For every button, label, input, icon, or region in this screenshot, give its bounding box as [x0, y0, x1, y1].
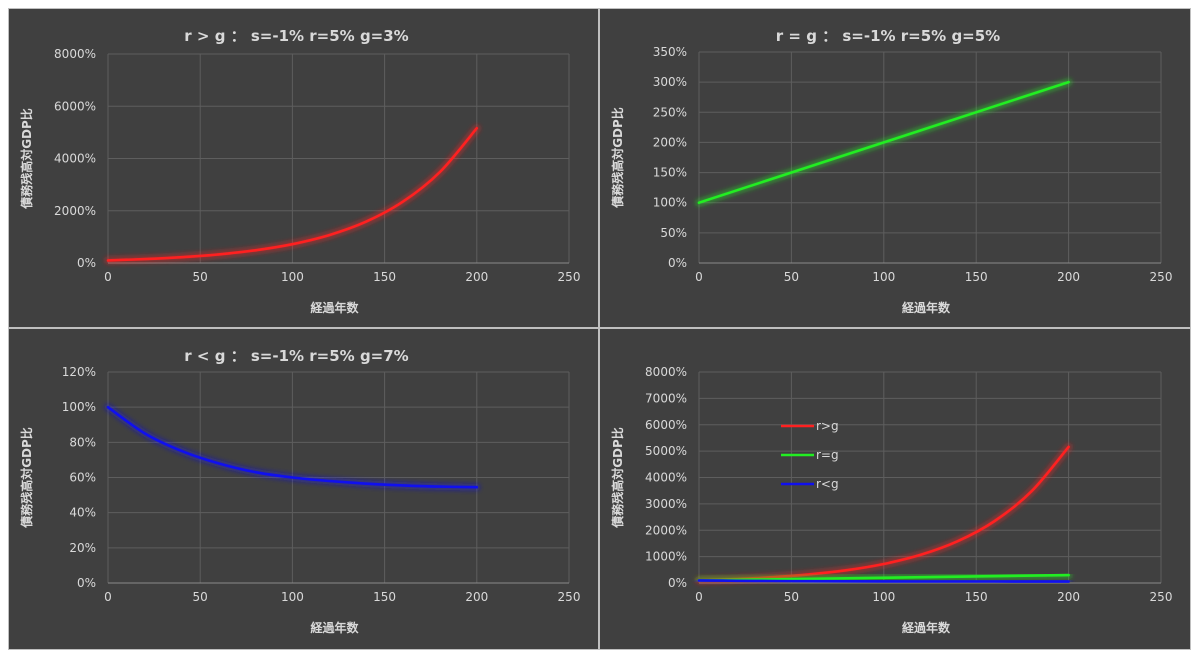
x-tick-label: 250: [558, 270, 581, 284]
x-tick-label: 150: [373, 590, 396, 604]
series-line: [104, 124, 481, 264]
x-tick-label: 250: [1150, 590, 1173, 604]
y-tick-label: 0%: [668, 256, 687, 270]
series-path: [106, 126, 479, 262]
y-axis-label: 債務残高対GDP比: [610, 427, 625, 529]
x-tick-label: 150: [965, 270, 988, 284]
chart-panel-r-less-g: 0 50 100 150 200 250 0% 20% 40% 60% 80% 100% 120% r <…: [8, 328, 599, 650]
y-tick-label: 0%: [668, 576, 687, 590]
y-tick-label: 0%: [77, 576, 96, 590]
legend-label: r=g: [816, 448, 839, 462]
legend-label: r<g: [816, 477, 839, 491]
x-axis-label: 経過年数: [902, 300, 951, 315]
y-axis-label: 債務残高対GDP比: [610, 107, 625, 209]
legend-label: r>g: [816, 419, 839, 433]
x-tick-label: 0: [104, 270, 112, 284]
y-tick-label: 6000%: [54, 99, 96, 113]
x-tick-label: 200: [465, 590, 488, 604]
chart-svg: 0 50 100 150 200 250 0% 2000% 4000% 6000% 8000% r >…: [19, 27, 581, 315]
x-tick-label: 50: [784, 590, 799, 604]
y-tick-label: 4000%: [645, 471, 687, 485]
x-axis-label: 経過年数: [902, 620, 951, 635]
y-tick-label: 350%: [653, 45, 687, 59]
y-tick-label: 250%: [653, 105, 687, 119]
y-tick-label: 80%: [69, 435, 96, 449]
y-tick-label: 100%: [653, 196, 687, 210]
y-tick-label: 60%: [69, 471, 96, 485]
x-tick-label: 200: [1057, 270, 1080, 284]
y-tick-label: 40%: [69, 506, 96, 520]
y-tick-label: 20%: [69, 541, 96, 555]
chart-panel-r-equal-g: 0 50 100 150 200 250 0% 50% 100% 150% 200% 250% 300%…: [599, 8, 1191, 328]
x-tick-label: 200: [465, 270, 488, 284]
x-tick-label: 50: [193, 270, 208, 284]
y-tick-label: 8000%: [54, 47, 96, 61]
y-tick-label: 150%: [653, 166, 687, 180]
x-tick-label: 100: [872, 270, 895, 284]
x-tick-label: 150: [965, 590, 988, 604]
y-tick-label: 1000%: [645, 550, 687, 564]
x-tick-label: 200: [1057, 590, 1080, 604]
x-tick-label: 250: [1150, 270, 1173, 284]
y-tick-label: 300%: [653, 75, 687, 89]
y-tick-label: 2000%: [645, 523, 687, 537]
x-tick-label: 250: [558, 590, 581, 604]
x-tick-label: 0: [695, 590, 703, 604]
chart-panel-combined: 0 50 100 150 200 250 0% 1000% 2000% 3000% 4000% 500…: [599, 328, 1191, 650]
y-tick-label: 200%: [653, 135, 687, 149]
x-tick-label: 0: [695, 270, 703, 284]
chart-svg: 0 50 100 150 200 250 0% 20% 40% 60% 80% 100% 120% r <…: [19, 347, 581, 635]
x-tick-label: 100: [872, 590, 895, 604]
y-tick-label: 5000%: [645, 444, 687, 458]
x-axis-label: 経過年数: [310, 300, 359, 315]
y-tick-label: 8000%: [645, 365, 687, 379]
y-tick-label: 7000%: [645, 391, 687, 405]
y-tick-label: 120%: [62, 365, 96, 379]
series-path: [697, 80, 1070, 204]
chart-svg: 0 50 100 150 200 250 0% 1000% 2000% 3000% 4000% 500…: [610, 365, 1173, 635]
x-axis-label: 経過年数: [310, 620, 359, 635]
series-line: [695, 576, 1073, 586]
y-tick-label: 100%: [62, 400, 96, 414]
y-tick-label: 6000%: [645, 418, 687, 432]
x-tick-label: 100: [281, 270, 304, 284]
y-tick-label: 2000%: [54, 204, 96, 218]
y-tick-label: 4000%: [54, 152, 96, 166]
chart-panel-r-greater-g: 0 50 100 150 200 250 0% 2000% 4000% 6000% 8000% r >…: [8, 8, 599, 328]
y-axis-label: 債務残高対GDP比: [19, 108, 34, 210]
series-line: [695, 78, 1073, 207]
series-line: [104, 403, 481, 491]
y-axis-label: 債務残高対GDP比: [19, 427, 34, 529]
chart-svg: 0 50 100 150 200 250 0% 50% 100% 150% 200% 250% 300%…: [610, 27, 1173, 315]
x-tick-label: 0: [104, 590, 112, 604]
series-path: [106, 405, 479, 489]
x-tick-label: 50: [784, 270, 799, 284]
series-path: [697, 579, 1070, 583]
x-tick-label: 150: [373, 270, 396, 284]
chart-title: r > g ： s=-1% r=5% g=3%: [184, 27, 408, 45]
chart-title: r < g ： s=-1% r=5% g=7%: [184, 347, 408, 365]
chart-title: r = g ： s=-1% r=5% g=5%: [776, 27, 1000, 45]
y-tick-label: 0%: [77, 256, 96, 270]
x-tick-label: 100: [281, 590, 304, 604]
y-tick-label: 50%: [660, 226, 687, 240]
y-tick-label: 3000%: [645, 497, 687, 511]
x-tick-label: 50: [193, 590, 208, 604]
